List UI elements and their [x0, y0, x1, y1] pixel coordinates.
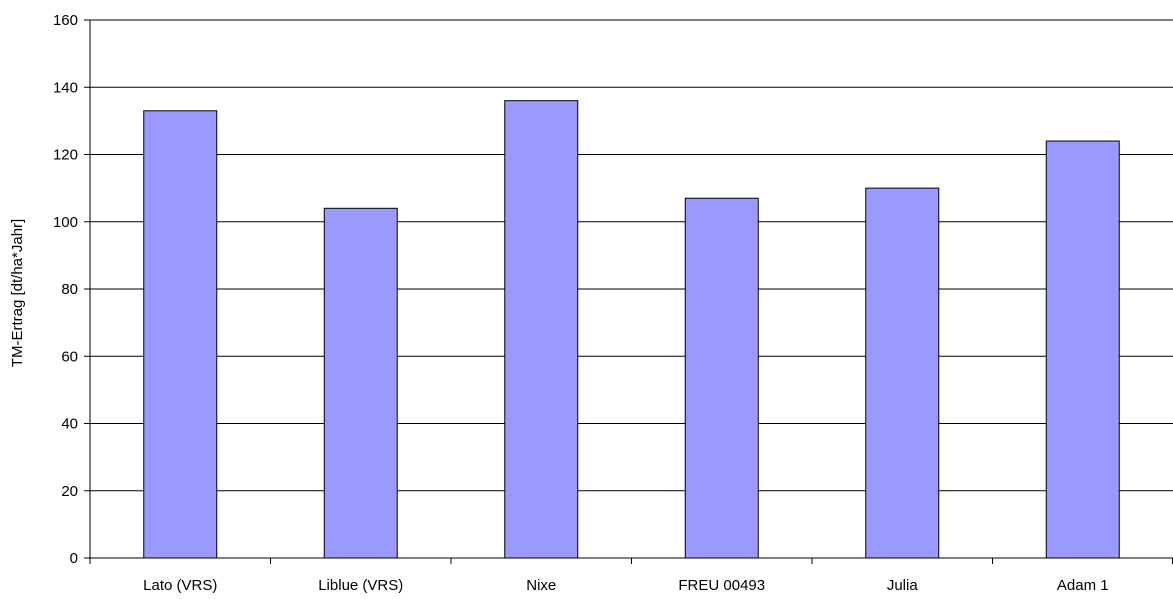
x-tick-label: Lato (VRS) [143, 577, 217, 594]
y-tick-label: 60 [61, 348, 78, 365]
y-tick-label: 40 [61, 416, 78, 433]
x-tick-label: Liblue (VRS) [318, 577, 403, 594]
bar [684, 197, 759, 559]
x-tick-label: Nixe [526, 577, 556, 594]
y-axis-title: TM-Ertrag [dt/ha*Jahr] [9, 219, 26, 367]
bars [143, 100, 1120, 559]
y-tick-label: 140 [53, 79, 78, 96]
x-tick-label: Adam 1 [1057, 577, 1109, 594]
bar [143, 110, 218, 559]
y-tick-label: 80 [61, 281, 78, 298]
y-tick-label: 160 [53, 12, 78, 29]
tick-labels: 0 20 40 60 80 100 120 140 160 Lato (VRS) Liblue (V… [53, 12, 1109, 594]
bar [865, 187, 940, 559]
y-tick-label: 120 [53, 147, 78, 164]
x-tick-label: FREU 00493 [678, 577, 765, 594]
x-tick-label: Julia [887, 577, 919, 594]
bar [1045, 140, 1120, 559]
y-tick-label: 20 [61, 483, 78, 500]
bar [504, 100, 579, 559]
axes [84, 19, 1173, 564]
y-tick-label: 100 [53, 214, 78, 231]
gridlines [90, 19, 1173, 492]
y-tick-label: 0 [70, 550, 78, 567]
bar [323, 207, 398, 559]
